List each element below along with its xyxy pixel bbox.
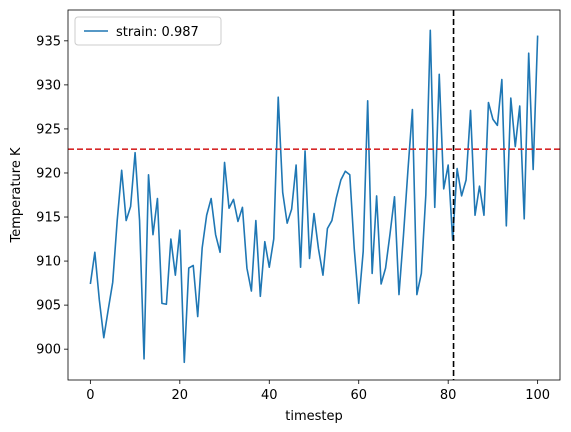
plot-area bbox=[68, 10, 560, 380]
legend-box bbox=[74, 16, 222, 46]
y-tick-label: 935 bbox=[36, 34, 61, 49]
data-layer bbox=[68, 10, 560, 380]
x-axis: 0 20 40 60 80 100 bbox=[86, 380, 550, 403]
legend-label: strain: 0.987 bbox=[116, 25, 199, 40]
x-tick-label: 80 bbox=[440, 388, 457, 403]
y-tick-label: 910 bbox=[36, 255, 61, 270]
y-tick-label: 930 bbox=[36, 78, 61, 93]
x-tick-label: 40 bbox=[261, 388, 278, 403]
y-axis: 900 905 910 915 920 925 930 935 bbox=[36, 34, 68, 358]
x-tick-label: 60 bbox=[350, 388, 367, 403]
x-axis-label: timestep bbox=[285, 409, 343, 424]
series-line-strain bbox=[89, 29, 539, 364]
legend: strain: 0.987 bbox=[74, 16, 222, 46]
x-tick-label: 0 bbox=[86, 388, 94, 403]
y-tick-label: 900 bbox=[36, 343, 61, 358]
y-tick-label: 920 bbox=[36, 166, 61, 181]
y-tick-label: 925 bbox=[36, 122, 61, 137]
y-axis-label: Temperature K bbox=[9, 147, 24, 243]
plot-frame bbox=[67, 9, 561, 381]
y-tick-label: 915 bbox=[36, 211, 61, 226]
y-tick-label: 905 bbox=[36, 299, 61, 314]
x-tick-label: 100 bbox=[525, 388, 550, 403]
x-tick-label: 20 bbox=[172, 388, 189, 403]
